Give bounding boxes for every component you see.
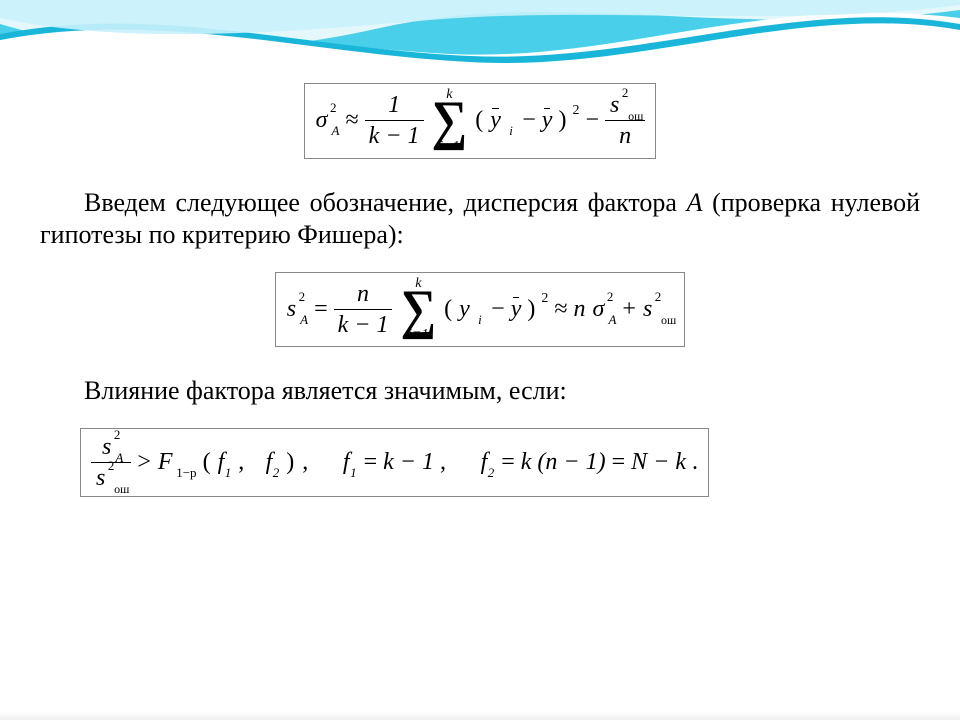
eq3-gt: >: [137, 449, 151, 476]
eq1-s-err-sub: ош: [628, 110, 643, 122]
eq3-f1eq-eq: =: [364, 449, 378, 476]
eq3-num-sub: A: [115, 451, 123, 464]
eq3-f1eq-lhs-sub: 1: [350, 465, 357, 481]
eq3-den-sup: 2: [108, 459, 115, 472]
equation-3-box: s 2 A s 2 ош: [80, 428, 709, 497]
equation-1-box: σ 2 A ≈ 1 k − 1 k ∑ i=1 (: [304, 83, 657, 159]
equation-2-box: s 2 A = n k − 1 k ∑ i=1 (: [275, 272, 686, 348]
eq1-ybar-i-sub: i: [509, 123, 513, 139]
eq1-s-err-sup: 2: [622, 86, 629, 99]
eq3-period: .: [692, 449, 698, 476]
eq3-f2eq-rhs1: k (n − 1): [521, 449, 606, 476]
eq2-yi-sub: i: [478, 312, 482, 328]
eq3-f2: f: [266, 449, 273, 475]
eq2-sA: s: [287, 296, 296, 322]
eq2-n: n: [574, 296, 586, 323]
eq1-body-sup: 2: [572, 103, 579, 119]
eq2-sA-sup: 2: [299, 289, 306, 305]
eq1-ybar: y: [542, 107, 553, 134]
eq1-f1-den: k − 1: [365, 122, 424, 150]
eq3-f2eq-eq: =: [501, 449, 515, 476]
eq3-f2eq-lhs-sub: 2: [488, 465, 495, 481]
eq3-sep1: ,: [440, 449, 446, 476]
eq1-ybar-i: y: [490, 107, 501, 134]
eq3-f2eq-lhs: f: [481, 449, 488, 475]
eq3-f1eq-lhs: f: [343, 449, 350, 475]
eq1-sigma-sup: 2: [330, 100, 337, 116]
eq3-f2eq-eq2: =: [612, 449, 626, 476]
eq2-sigmaA-sub: A: [608, 312, 616, 328]
paragraph-1: Введем следующее обозначение, дисперсия …: [40, 187, 920, 252]
eq3-paren-close: ): [286, 449, 294, 476]
eq2-s-err: s: [643, 296, 652, 322]
eq1-sigma-sub: A: [332, 123, 340, 139]
para1-prefix: Введем следующее обозначение, дисперсия …: [84, 188, 687, 217]
eq2-sigmaA-sup: 2: [607, 289, 614, 305]
eq2-body-sup: 2: [541, 291, 548, 307]
eq2-s-err-sup: 2: [655, 289, 662, 305]
eq2-body-open: (: [444, 296, 452, 323]
eq1-f1-num: 1: [384, 91, 404, 119]
eq3-F-sub: 1−p: [176, 465, 196, 481]
eq3-num-sup: 2: [114, 428, 121, 441]
eq2-body-minus: −: [491, 296, 505, 323]
eq1-body-open: (: [475, 107, 483, 134]
sigma-icon: ∑: [400, 289, 436, 330]
eq3-f1-sub: 1: [225, 465, 232, 481]
eq1-body-close: ): [558, 107, 566, 134]
equation-3-row: s 2 A s 2 ош: [40, 428, 920, 497]
eq1-approx: ≈: [346, 107, 359, 134]
eq2-f1-num: n: [353, 280, 373, 308]
eq3-den-sub: ош: [114, 483, 129, 495]
eq3-after-comma: ,: [302, 449, 308, 476]
eq2-yi: y: [459, 296, 470, 322]
bottom-shadow: [0, 712, 960, 720]
eq1-minus: −: [585, 107, 599, 134]
eq3-f2eq-rhs2: N − k: [631, 449, 686, 476]
eq2-approx: ≈: [554, 296, 567, 323]
eq3-f1eq-rhs: k − 1: [383, 449, 434, 476]
para2-text: Влияние фактора является значимым, если:: [84, 376, 567, 405]
eq2-f1-den: k − 1: [334, 311, 393, 339]
eq3-comma: ,: [238, 449, 244, 476]
slide-content: σ 2 A ≈ 1 k − 1 k ∑ i=1 (: [0, 75, 960, 525]
eq3-f1: f: [218, 449, 225, 475]
equation-2: s 2 A = n k − 1 k ∑ i=1 (: [286, 277, 675, 343]
para1-factor-letter: А: [687, 188, 703, 217]
eq2-plus: +: [622, 296, 636, 323]
eq2-ybar: y: [511, 296, 522, 323]
equation-3: s 2 A s 2 ош: [91, 433, 698, 492]
equation-1: σ 2 A ≈ 1 k − 1 k ∑ i=1 (: [315, 88, 646, 154]
eq3-f2-sub: 2: [273, 465, 280, 481]
equation-2-row: s 2 A = n k − 1 k ∑ i=1 (: [40, 272, 920, 348]
slide: σ 2 A ≈ 1 k − 1 k ∑ i=1 (: [0, 0, 960, 720]
eq3-den-s: s: [96, 465, 105, 491]
eq2-eq: =: [314, 296, 328, 323]
eq1-sigma: σ: [316, 107, 328, 133]
eq2-sigmaA: σ: [593, 296, 605, 322]
eq2-body-close: ): [527, 296, 535, 323]
eq1-f2-den: n: [615, 122, 635, 150]
eq1-body-minus: −: [522, 107, 536, 134]
equation-1-row: σ 2 A ≈ 1 k − 1 k ∑ i=1 (: [40, 83, 920, 159]
eq2-sA-sub: A: [300, 312, 308, 328]
eq3-F: F: [158, 449, 173, 475]
paragraph-2: Влияние фактора является значимым, если:: [40, 375, 920, 408]
eq2-s-err-sub: ош: [661, 313, 676, 328]
sigma-icon: ∑: [432, 100, 468, 141]
eq3-paren-open: (: [203, 449, 211, 476]
eq1-s-err: s: [610, 92, 619, 118]
eq3-num-s: s: [102, 434, 111, 460]
